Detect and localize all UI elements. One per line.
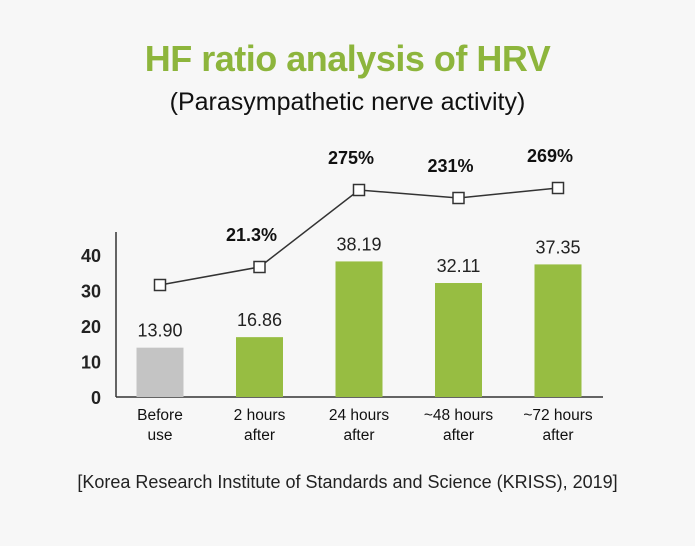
bar-value-label: 38.19 [336,234,381,254]
trend-percent-label: 231% [427,156,473,176]
trend-marker [452,191,465,205]
bar-value-label: 16.86 [237,310,282,330]
bar [335,261,383,397]
bar [534,264,582,397]
chart-title: HF ratio analysis of HRV [144,38,551,79]
x-tick-label: Before [137,407,183,424]
bar [435,283,482,397]
x-tick-label: after [443,427,474,444]
bar-value-label: 37.35 [535,237,580,257]
trend-marker [352,183,366,197]
bar [136,347,184,397]
trend-percent-label: 269% [527,146,573,166]
bar-value-label: 13.90 [137,321,182,341]
x-tick-label: after [244,427,275,444]
x-tick-label: ~72 hours [523,407,593,424]
y-tick-label: 0 [91,388,101,408]
y-tick-label: 40 [81,246,101,266]
trend-marker [253,260,266,274]
trend-marker [551,181,565,195]
trend-percent-label: 275% [328,148,374,168]
x-tick-label: use [148,427,173,444]
x-tick-label: 2 hours [234,407,286,424]
y-tick-label: 20 [81,317,101,337]
y-tick-label: 10 [81,353,101,373]
source-citation: [Korea Research Institute of Standards a… [77,472,618,492]
trend-percent-label: 21.3% [226,225,277,245]
chart-subtitle: (Parasympathetic nerve activity) [169,88,526,116]
bar-value-label: 32.11 [437,256,481,276]
bar [236,337,283,397]
y-tick-label: 30 [81,282,101,302]
trend-marker [153,278,167,292]
x-tick-label: after [343,427,374,444]
x-tick-label: 24 hours [329,407,390,424]
x-tick-label: ~48 hours [424,407,494,424]
x-tick-label: after [542,427,573,444]
